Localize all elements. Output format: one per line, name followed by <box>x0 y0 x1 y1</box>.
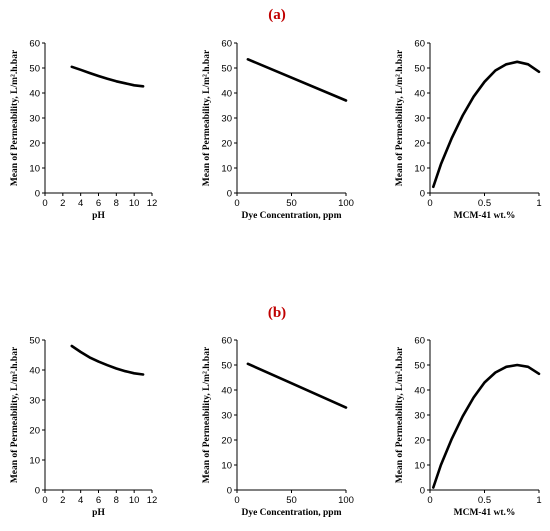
y-tick-label: 60 <box>221 38 232 49</box>
x-tick-label: 12 <box>147 198 158 209</box>
y-tick-label: 20 <box>414 435 425 446</box>
x-axis-title: Dye Concentration, ppm <box>241 508 341 518</box>
y-tick-label: 10 <box>414 163 425 174</box>
y-tick-label: 30 <box>29 113 40 124</box>
y-tick-label: 60 <box>414 38 425 49</box>
y-tick-label: 40 <box>414 88 425 99</box>
chart-3: 0 10 20 30 40 50 60 0 0.5 1 MCM-41 wt.% Mean of Per… <box>395 38 542 221</box>
y-tick-label: 0 <box>227 485 232 496</box>
y-tick-label: 50 <box>221 360 232 371</box>
series-line <box>70 65 145 88</box>
x-tick-label: 0 <box>42 495 47 506</box>
x-axis-title: MCM-41 wt.% <box>454 508 516 518</box>
y-tick-label: 30 <box>29 395 40 406</box>
y-tick-label: 60 <box>29 38 40 49</box>
x-tick-label: 10 <box>129 495 140 506</box>
x-tick-label: 0 <box>427 198 432 209</box>
y-tick-label: 50 <box>221 63 232 74</box>
x-axis-title: MCM-41 wt.% <box>454 211 516 221</box>
x-tick-label: 100 <box>338 495 354 506</box>
y-axis-title: Mean of Permeability, L/m².h.bar <box>395 346 405 483</box>
y-tick-label: 10 <box>29 455 40 466</box>
x-tick-label: 50 <box>286 495 297 506</box>
y-tick-label: 40 <box>414 385 425 396</box>
y-tick-label: 40 <box>29 88 40 99</box>
y-tick-label: 0 <box>420 188 425 199</box>
y-tick-label: 50 <box>29 63 40 74</box>
x-tick-label: 0.5 <box>478 495 491 506</box>
x-tick-label: 0.5 <box>478 198 491 209</box>
y-tick-label: 40 <box>29 365 40 376</box>
y-axis-title: Mean of Permeability, L/m².h.bar <box>202 346 212 483</box>
series-line <box>246 362 348 409</box>
x-axis-title: pH <box>92 508 105 518</box>
y-tick-label: 10 <box>221 163 232 174</box>
y-tick-label: 10 <box>221 460 232 471</box>
x-tick-label: 12 <box>147 495 158 506</box>
x-tick-label: 0 <box>427 495 432 506</box>
series-line <box>246 57 348 102</box>
series-line <box>431 60 541 189</box>
y-tick-label: 50 <box>414 63 425 74</box>
panel-label-b: (b) <box>268 305 286 321</box>
y-axis-title: Mean of Permeability, L/m².h.bar <box>10 49 20 186</box>
y-tick-label: 10 <box>29 163 40 174</box>
y-tick-label: 30 <box>414 410 425 421</box>
x-axis-title: pH <box>92 211 105 221</box>
x-tick-label: 4 <box>78 495 83 506</box>
chart-5: 0 10 20 30 40 50 60 0 50 100 Dye Concentration, pp… <box>202 335 354 518</box>
y-tick-label: 60 <box>221 335 232 346</box>
y-tick-label: 30 <box>414 113 425 124</box>
y-tick-label: 20 <box>29 425 40 436</box>
y-tick-label: 0 <box>227 188 232 199</box>
x-axis-title: Dye Concentration, ppm <box>241 211 341 221</box>
chart-6: 0 10 20 30 40 50 60 0 0.5 1 MCM-41 wt.% Mean of Per… <box>395 335 542 518</box>
y-tick-label: 50 <box>29 335 40 346</box>
y-axis-title: Mean of Permeability, L/m².h.bar <box>202 49 212 186</box>
x-tick-label: 1 <box>536 495 541 506</box>
chart-4: 0 10 20 30 40 50 0 2 4 6 8 10 12 pH Mean of Permeabili… <box>10 335 157 518</box>
y-tick-label: 0 <box>420 485 425 496</box>
x-tick-label: 2 <box>60 495 65 506</box>
chart-1: 0 10 20 30 40 50 60 0 2 4 6 8 10 12 pH Mean of Permeabi… <box>10 38 157 221</box>
x-tick-label: 8 <box>114 198 119 209</box>
series-line <box>70 344 145 376</box>
y-axis-title: Mean of Permeability, L/m².h.bar <box>10 346 20 483</box>
y-tick-label: 40 <box>221 385 232 396</box>
x-tick-label: 4 <box>78 198 83 209</box>
y-tick-label: 20 <box>29 138 40 149</box>
y-axis-title: Mean of Permeability, L/m².h.bar <box>395 49 405 186</box>
x-tick-label: 0 <box>234 495 239 506</box>
panel-label-a: (a) <box>268 7 286 23</box>
y-tick-label: 30 <box>221 410 232 421</box>
chart-2: 0 10 20 30 40 50 60 0 50 100 Dye Concentration, pp… <box>202 38 354 221</box>
x-tick-label: 1 <box>536 198 541 209</box>
y-tick-label: 20 <box>221 435 232 446</box>
series-line <box>431 363 541 489</box>
x-tick-label: 0 <box>42 198 47 209</box>
x-tick-label: 10 <box>129 198 140 209</box>
x-tick-label: 100 <box>338 198 354 209</box>
y-tick-label: 10 <box>414 460 425 471</box>
x-tick-label: 6 <box>96 198 101 209</box>
y-tick-label: 30 <box>221 113 232 124</box>
y-tick-label: 20 <box>221 138 232 149</box>
x-tick-label: 8 <box>114 495 119 506</box>
x-tick-label: 2 <box>60 198 65 209</box>
x-tick-label: 50 <box>286 198 297 209</box>
y-tick-label: 0 <box>35 485 40 496</box>
y-tick-label: 50 <box>414 360 425 371</box>
y-tick-label: 60 <box>414 335 425 346</box>
x-tick-label: 6 <box>96 495 101 506</box>
y-tick-label: 40 <box>221 88 232 99</box>
y-tick-label: 0 <box>35 188 40 199</box>
x-tick-label: 0 <box>234 198 239 209</box>
y-tick-label: 20 <box>414 138 425 149</box>
